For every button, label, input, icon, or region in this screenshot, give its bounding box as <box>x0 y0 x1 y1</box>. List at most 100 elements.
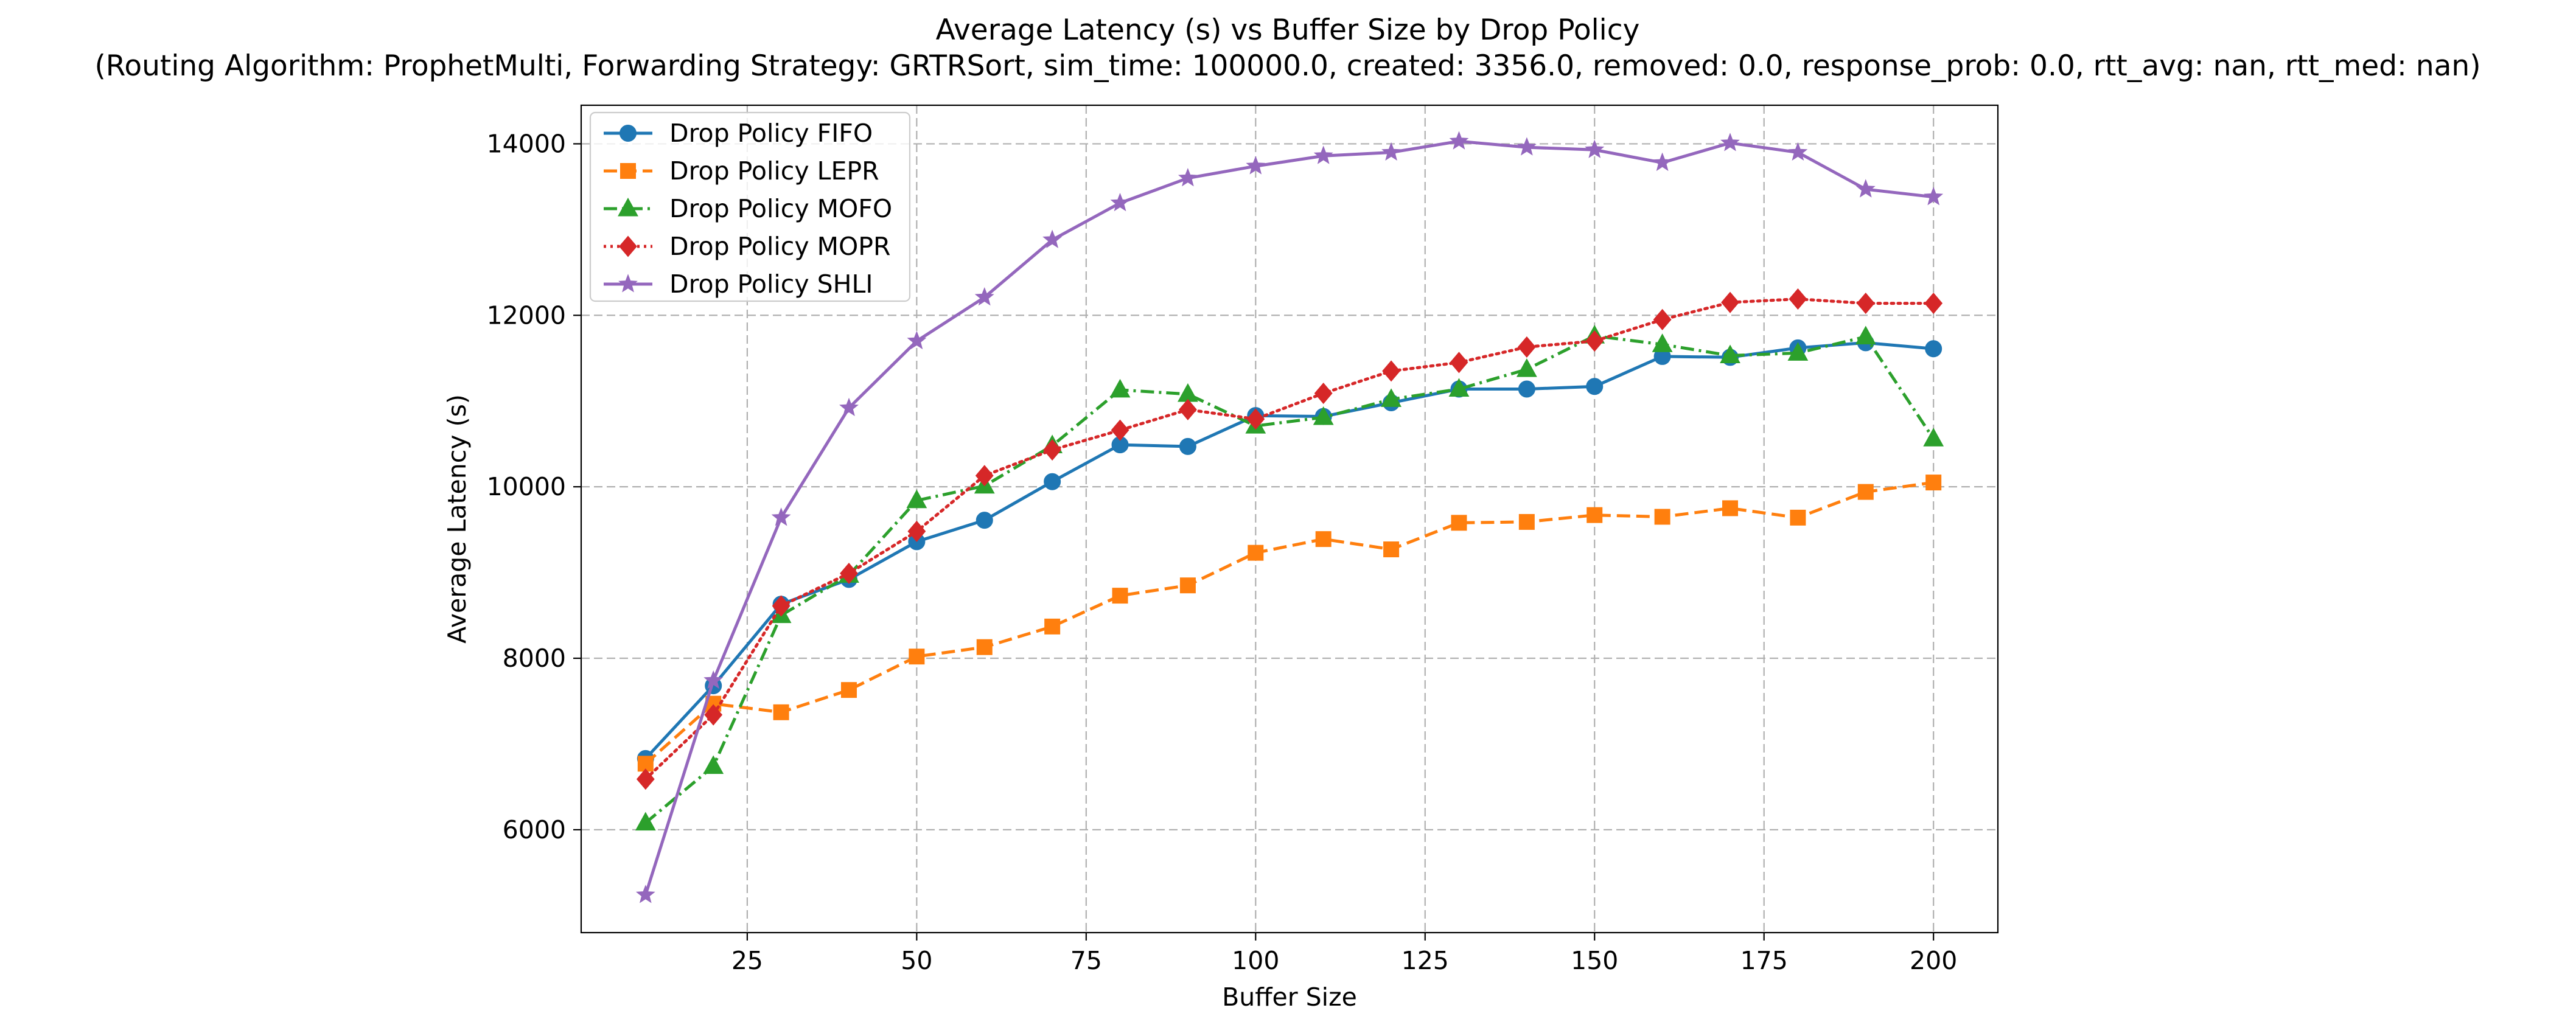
data-point <box>703 755 724 774</box>
grid-lines <box>581 105 1998 933</box>
data-point <box>1178 168 1198 187</box>
data-point <box>1653 308 1672 330</box>
y-tick-label: 12000 <box>487 301 566 330</box>
series-line <box>644 481 1934 765</box>
data-point <box>1790 509 1806 526</box>
x-tick-label: 50 <box>901 946 932 975</box>
data-point <box>1518 513 1535 530</box>
data-point <box>1383 541 1400 558</box>
legend-marker <box>619 235 637 257</box>
y-axis-label: Average Latency (s) <box>442 394 472 644</box>
data-point <box>1043 439 1062 461</box>
series-line <box>644 139 1934 896</box>
series-drop-policy-mopr <box>636 288 1943 790</box>
series-line <box>644 341 1934 760</box>
x-tick-label: 175 <box>1740 946 1788 975</box>
data-point <box>1585 330 1604 352</box>
y-tick-label: 6000 <box>503 815 566 844</box>
data-point <box>1111 419 1129 441</box>
data-point <box>1652 333 1673 352</box>
data-point <box>635 812 656 831</box>
x-tick-label: 150 <box>1571 946 1618 975</box>
data-point <box>1722 500 1739 516</box>
data-point <box>1179 577 1196 594</box>
series-drop-policy-lepr <box>637 475 1942 772</box>
data-point <box>1586 507 1603 523</box>
data-point <box>772 595 791 617</box>
data-point <box>1315 531 1332 548</box>
data-point <box>1652 152 1672 172</box>
data-point <box>840 682 857 698</box>
series-line <box>644 297 1935 781</box>
x-tick-label: 25 <box>731 946 763 975</box>
data-point <box>975 465 994 487</box>
data-point <box>1517 336 1536 358</box>
data-point <box>1856 293 1875 315</box>
legend-box <box>589 111 911 302</box>
data-point <box>1855 325 1876 345</box>
legend-entry: Drop Policy LEPR <box>604 156 879 186</box>
y-tick-label: 8000 <box>503 644 566 673</box>
data-point <box>1925 340 1942 358</box>
legend-label: Drop Policy MOPR <box>669 232 891 261</box>
data-point <box>1516 358 1537 377</box>
legend-marker <box>618 274 638 293</box>
data-point <box>1313 145 1333 164</box>
legend-label: Drop Policy MOFO <box>669 194 892 223</box>
legend-entry: Drop Policy FIFO <box>604 119 873 148</box>
data-point <box>1857 484 1874 500</box>
legend-marker <box>618 197 638 217</box>
data-point <box>909 649 925 665</box>
data-point <box>1179 437 1196 455</box>
data-point <box>1855 179 1876 198</box>
data-point <box>1451 515 1467 531</box>
x-tick-label: 125 <box>1401 946 1449 975</box>
y-tick-label: 10000 <box>487 472 566 501</box>
data-point <box>1721 291 1739 313</box>
chart-title: Average Latency (s) vs Buffer Size by Dr… <box>936 13 1640 47</box>
data-point <box>1246 156 1266 175</box>
legend-marker <box>620 125 637 142</box>
data-point <box>1518 380 1535 398</box>
data-point <box>1381 142 1401 161</box>
data-point <box>1381 388 1401 407</box>
data-point <box>1586 378 1604 395</box>
data-point <box>1654 509 1670 525</box>
data-point <box>1313 406 1334 425</box>
data-point <box>907 520 926 542</box>
chart-subtitle: (Routing Algorithm: ProphetMulti, Forwar… <box>94 49 2480 83</box>
series-layer <box>635 131 1944 903</box>
data-point <box>1246 408 1265 430</box>
data-point <box>1924 187 1944 206</box>
data-point <box>1042 229 1063 248</box>
data-point <box>1248 544 1264 561</box>
x-tick-label: 200 <box>1910 946 1957 975</box>
legend-label: Drop Policy LEPR <box>669 156 879 186</box>
data-point <box>635 885 655 903</box>
data-point <box>1110 192 1130 212</box>
legend: Drop Policy FIFO Drop Policy LEPR Drop Pol… <box>589 111 911 302</box>
x-tick-label: 75 <box>1070 946 1102 975</box>
data-point <box>1720 344 1740 364</box>
legend-entry: Drop Policy MOFO <box>604 194 892 223</box>
data-point <box>703 670 724 689</box>
legend-label: Drop Policy SHLI <box>669 270 873 299</box>
data-point <box>1448 378 1470 397</box>
data-point <box>636 768 655 790</box>
plot-frame <box>580 104 1999 934</box>
series-drop-policy-shli <box>635 131 1944 903</box>
data-point <box>974 287 994 306</box>
data-point <box>1925 475 1942 491</box>
data-point <box>906 489 927 509</box>
data-point <box>1179 398 1197 420</box>
data-point <box>1585 139 1605 158</box>
data-point <box>1923 428 1944 447</box>
legend-entry: Drop Policy MOPR <box>604 232 891 261</box>
data-point <box>1450 352 1468 374</box>
data-point <box>1109 378 1131 398</box>
data-point <box>1382 360 1400 382</box>
data-point <box>1044 618 1061 635</box>
data-point <box>1787 342 1809 361</box>
